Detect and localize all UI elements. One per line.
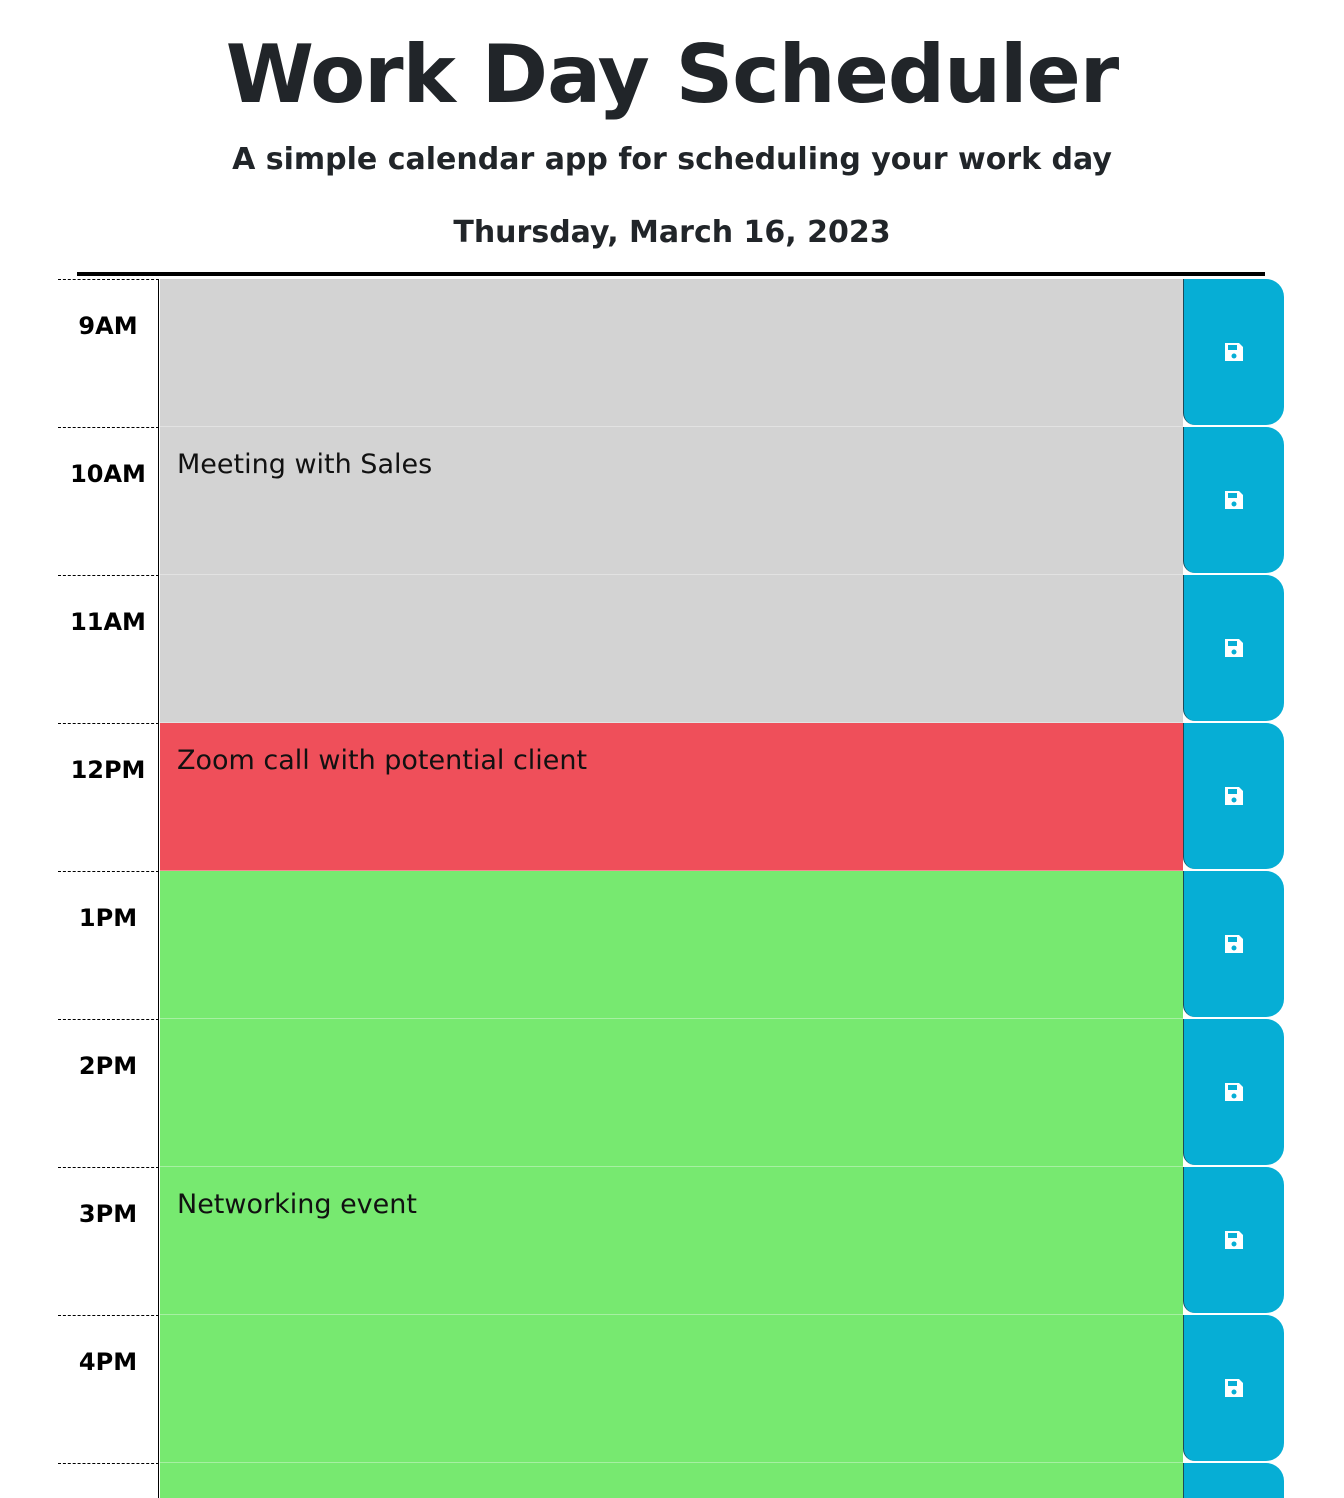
time-block: 9AM bbox=[58, 279, 1284, 427]
description[interactable]: Meeting with Sales bbox=[160, 427, 1183, 575]
save-button[interactable] bbox=[1183, 1019, 1284, 1165]
description[interactable] bbox=[160, 575, 1183, 723]
description[interactable]: Networking event bbox=[160, 1167, 1183, 1315]
description[interactable] bbox=[160, 1315, 1183, 1463]
subtitle: A simple calendar app for scheduling you… bbox=[232, 142, 1112, 177]
save-button[interactable] bbox=[1183, 1167, 1284, 1313]
description[interactable]: Zoom call with potential client bbox=[160, 723, 1183, 871]
save-button[interactable] bbox=[1183, 1463, 1284, 1498]
hour-label: 10AM bbox=[58, 427, 159, 575]
hour-label: 4PM bbox=[58, 1315, 159, 1463]
current-date: Thursday, March 16, 2023 bbox=[453, 215, 891, 250]
save-button[interactable] bbox=[1183, 427, 1284, 573]
time-block: 10AM Meeting with Sales bbox=[58, 427, 1284, 575]
save-button[interactable] bbox=[1183, 1315, 1284, 1461]
page-title: Work Day Scheduler bbox=[225, 28, 1119, 121]
hour-label: 11AM bbox=[58, 575, 159, 723]
save-icon bbox=[1225, 1379, 1243, 1397]
header-rule bbox=[77, 272, 1265, 276]
description[interactable] bbox=[160, 279, 1183, 427]
description[interactable] bbox=[160, 1463, 1183, 1498]
time-block: 3PM Networking event bbox=[58, 1167, 1284, 1315]
save-icon bbox=[1225, 935, 1243, 953]
time-block bbox=[58, 1463, 1284, 1498]
time-block: 12PM Zoom call with potential client bbox=[58, 723, 1284, 871]
time-block: 2PM bbox=[58, 1019, 1284, 1167]
save-icon bbox=[1225, 639, 1243, 657]
save-icon bbox=[1225, 491, 1243, 509]
hour-label: 2PM bbox=[58, 1019, 159, 1167]
hour-label: 12PM bbox=[58, 723, 159, 871]
save-icon bbox=[1225, 1231, 1243, 1249]
save-icon bbox=[1225, 1083, 1243, 1101]
save-button[interactable] bbox=[1183, 279, 1284, 425]
time-block: 4PM bbox=[58, 1315, 1284, 1463]
save-icon bbox=[1225, 343, 1243, 361]
hour-label bbox=[58, 1463, 159, 1498]
description[interactable] bbox=[160, 1019, 1183, 1167]
save-icon bbox=[1225, 787, 1243, 805]
save-button[interactable] bbox=[1183, 575, 1284, 721]
description[interactable] bbox=[160, 871, 1183, 1019]
time-block: 1PM bbox=[58, 871, 1284, 1019]
time-block: 11AM bbox=[58, 575, 1284, 723]
hour-label: 9AM bbox=[58, 279, 159, 427]
save-button[interactable] bbox=[1183, 723, 1284, 869]
save-button[interactable] bbox=[1183, 871, 1284, 1017]
hour-label: 3PM bbox=[58, 1167, 159, 1315]
hour-label: 1PM bbox=[58, 871, 159, 1019]
